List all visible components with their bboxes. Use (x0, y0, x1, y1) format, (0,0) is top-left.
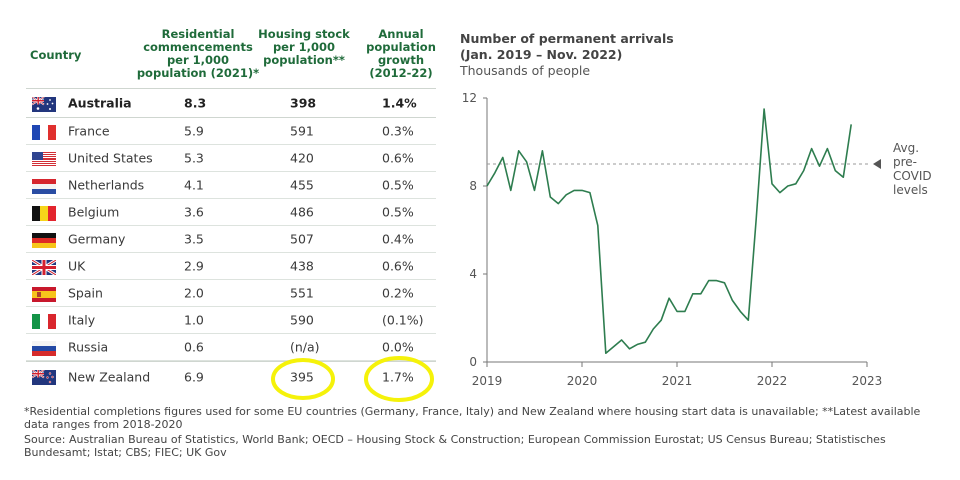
commencements-value: 0.6 (184, 339, 204, 355)
population-growth-value: 0.5% (382, 204, 414, 220)
housing-stock-value: 398 (290, 95, 317, 111)
fr-flag-icon (32, 125, 56, 140)
footnote-sources: Source: Australian Bureau of Statistics,… (24, 433, 886, 459)
chart-title: Number of permanent arrivals (Jan. 2019 … (460, 31, 674, 63)
country-name: France (68, 123, 110, 139)
nl-flag-icon (32, 179, 56, 194)
table-body: Australia 8.3 398 1.4% France 5.9 591 0.3% Unite… (26, 88, 436, 391)
pre-covid-annotation: Avg. pre- COVID levels (893, 141, 932, 197)
housing-stock-value: 591 (290, 123, 314, 139)
be-flag-icon (32, 206, 56, 221)
chart-subtitle: Thousands of people (460, 63, 591, 78)
population-growth-value: 1.4% (382, 95, 417, 111)
country-name: Netherlands (68, 177, 145, 193)
header-country: Country (30, 48, 82, 62)
housing-stock-value: 395 (290, 369, 314, 384)
population-growth-value: 1.7% (382, 369, 414, 384)
es-flag-icon (32, 287, 56, 302)
it-flag-icon (32, 314, 56, 329)
chart-title-line2: (Jan. 2019 – Nov. 2022) (460, 47, 623, 62)
x-tick-label: 2023 (852, 374, 883, 388)
commencements-value: 2.9 (184, 258, 204, 274)
population-growth-value: 0.6% (382, 150, 414, 166)
population-growth-value: 0.0% (382, 339, 414, 355)
population-growth-value: 0.4% (382, 231, 414, 247)
series-line (486, 108, 852, 355)
country-name: United States (68, 150, 153, 166)
table-row: United States 5.3 420 0.6% (26, 145, 436, 172)
commencements-value: 3.5 (184, 231, 204, 247)
arrivals-line-chart: 0 4 8 12 2019 2020 2021 2022 2023 (462, 91, 883, 388)
table-row: Italy 1.0 590 (0.1%) (26, 307, 436, 334)
country-name: Belgium (68, 204, 120, 220)
header-housing-stock: Housing stock per 1,000 population** (258, 27, 350, 67)
housing-stock-value: 486 (290, 204, 314, 220)
table-row: Belgium 3.6 486 0.5% (26, 199, 436, 226)
x-tick-label: 2022 (757, 374, 788, 388)
y-tick-label: 12 (462, 91, 477, 105)
ru-flag-icon (32, 341, 56, 356)
y-tick-label: 8 (469, 179, 477, 193)
housing-stock-value: 420 (290, 150, 314, 166)
reference-arrow-icon (873, 159, 881, 169)
commencements-value: 1.0 (184, 312, 204, 328)
header-commencements: Residential commencements per 1,000 popu… (136, 27, 260, 80)
commencements-value: 5.9 (184, 123, 204, 139)
au-flag-icon (32, 97, 56, 112)
population-growth-value: 0.2% (382, 285, 414, 301)
country-name: Spain (68, 285, 103, 301)
commencements-value: 6.9 (184, 369, 204, 384)
housing-stock-value: 507 (290, 231, 314, 247)
table-row: Australia 8.3 398 1.4% (26, 88, 436, 118)
header-population-growth: Annual population growth (2012-22) (366, 27, 436, 80)
x-tick-label: 2021 (662, 374, 693, 388)
country-name: New Zealand (68, 369, 151, 384)
uk-flag-icon (32, 260, 56, 275)
population-growth-value: 0.5% (382, 177, 414, 193)
table-row: New Zealand 6.9 395 1.7% (26, 361, 436, 391)
table-row: UK 2.9 438 0.6% (26, 253, 436, 280)
country-name: Australia (68, 95, 132, 111)
x-tick-label: 2020 (567, 374, 598, 388)
table-row: Germany 3.5 507 0.4% (26, 226, 436, 253)
housing-stock-value: 590 (290, 312, 314, 328)
commencements-value: 2.0 (184, 285, 204, 301)
population-growth-value: 0.3% (382, 123, 414, 139)
housing-stock-value: 455 (290, 177, 314, 193)
commencements-value: 4.1 (184, 177, 204, 193)
commencements-value: 3.6 (184, 204, 204, 220)
de-flag-icon (32, 233, 56, 248)
table-row: Russia 0.6 (n/a) 0.0% (26, 334, 436, 361)
population-growth-value: (0.1%) (382, 312, 424, 328)
nz-flag-icon (32, 370, 56, 385)
population-growth-value: 0.6% (382, 258, 414, 274)
country-name: Germany (68, 231, 126, 247)
y-tick-label: 0 (469, 355, 477, 369)
footnotes: *Residential completions figures used fo… (24, 405, 939, 461)
table-header: Country Residential commencements per 1,… (26, 16, 436, 88)
table-row: Netherlands 4.1 455 0.5% (26, 172, 436, 199)
x-tick-label: 2019 (472, 374, 503, 388)
country-name: UK (68, 258, 86, 274)
commencements-value: 8.3 (184, 95, 207, 111)
us-flag-icon (32, 152, 56, 167)
commencements-value: 5.3 (184, 150, 204, 166)
table-row: France 5.9 591 0.3% (26, 118, 436, 145)
country-name: Italy (68, 312, 96, 328)
housing-stock-value: 438 (290, 258, 314, 274)
footnote-definitions: *Residential completions figures used fo… (24, 405, 921, 431)
chart-title-line1: Number of permanent arrivals (460, 31, 674, 46)
country-name: Russia (68, 339, 109, 355)
country-comparison-table: Country Residential commencements per 1,… (26, 16, 436, 391)
housing-stock-value: 551 (290, 285, 314, 301)
housing-stock-value: (n/a) (290, 339, 320, 355)
table-row: Spain 2.0 551 0.2% (26, 280, 436, 307)
y-tick-label: 4 (469, 267, 477, 281)
